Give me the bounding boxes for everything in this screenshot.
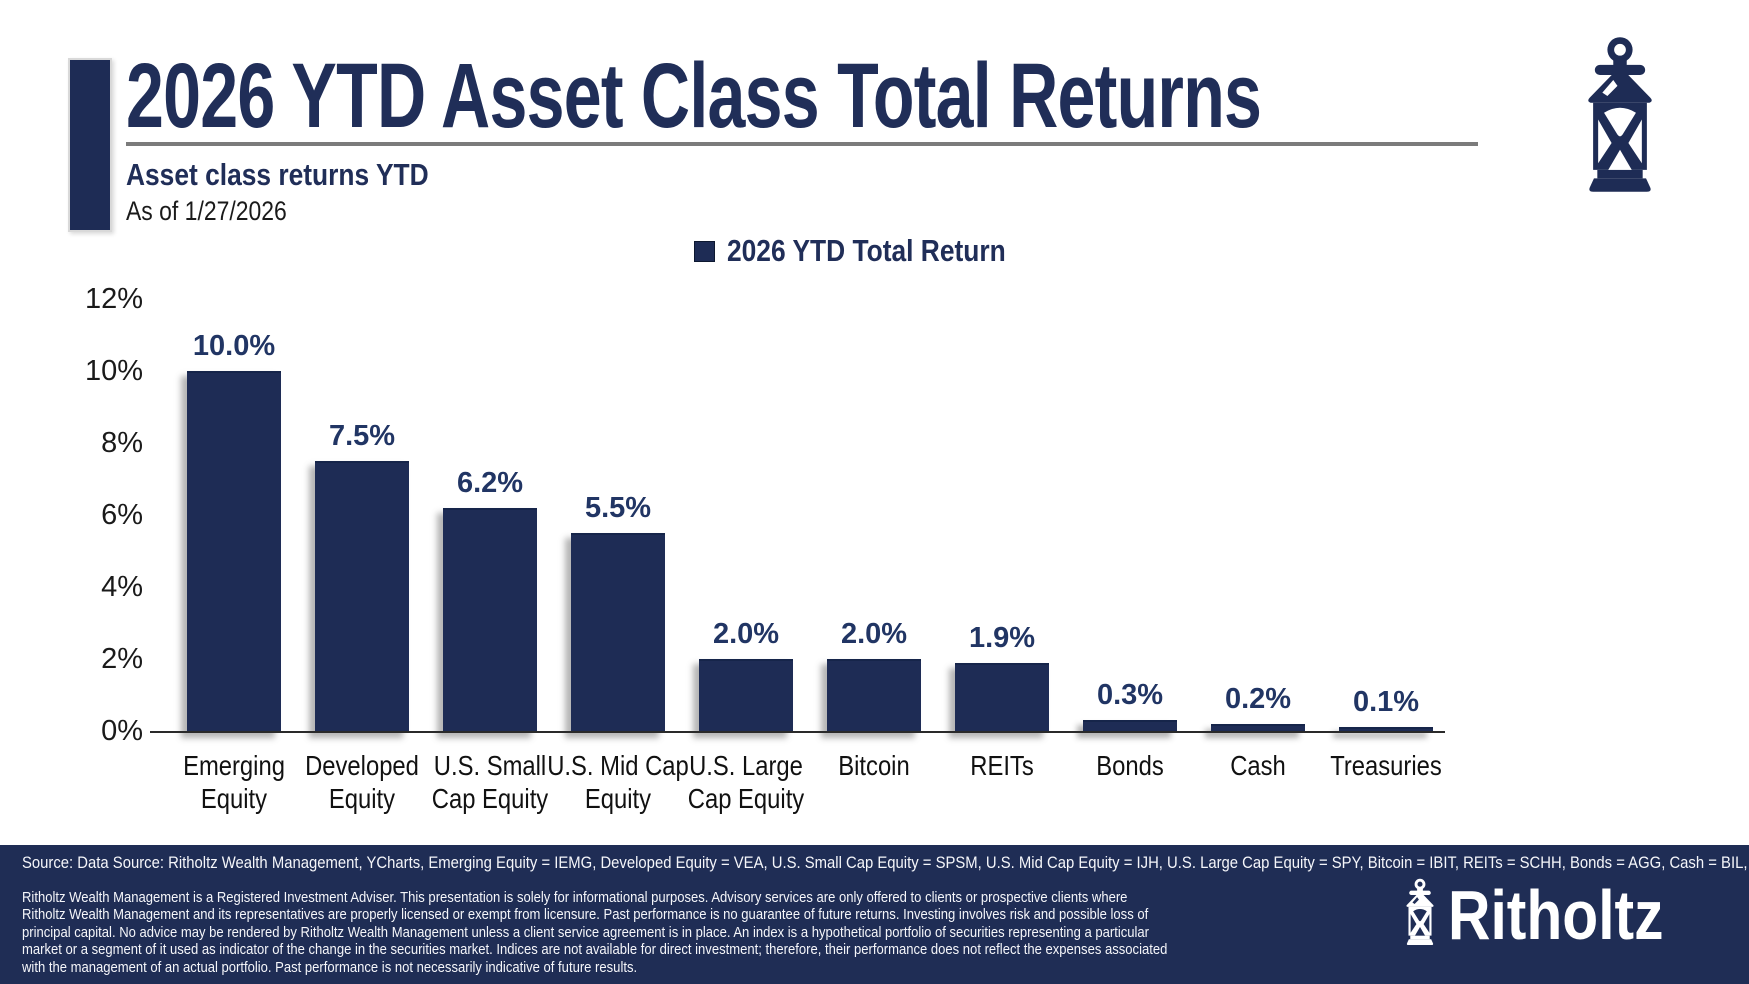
bar-value-label: 10.0%: [192, 330, 276, 362]
x-axis-line: [150, 731, 1445, 733]
bar-column: 1.9% REITs: [938, 301, 1066, 781]
bar: [443, 508, 537, 733]
bar-column: 10.0% Emerging Equity: [170, 301, 298, 814]
x-axis-label: Bonds: [1096, 750, 1164, 781]
bar-column: 2.0% Bitcoin: [810, 301, 938, 781]
footer: Source: Data Source: Ritholtz Wealth Man…: [0, 845, 1749, 984]
y-axis-tick-label: 8%: [101, 427, 143, 459]
x-axis-label: REITs: [970, 750, 1034, 781]
bar: [955, 663, 1049, 733]
bar-value-label: 7.5%: [328, 420, 396, 452]
bar-value-label: 2.0%: [840, 618, 908, 650]
bar-value-label: 5.5%: [584, 492, 652, 524]
bar-column: 5.5% U.S. Mid Cap Equity: [547, 301, 689, 814]
x-axis-label: Cash: [1230, 750, 1286, 781]
x-axis-label: Emerging Equity: [183, 750, 285, 815]
bar: [699, 659, 793, 733]
y-axis-tick-label: 10%: [84, 355, 143, 387]
x-axis-label: Developed Equity: [305, 750, 419, 815]
bar-column: 0.3% Bonds: [1066, 301, 1194, 781]
disclaimer-text: Ritholtz Wealth Management is a Register…: [22, 889, 1168, 976]
chart-legend: 2026 YTD Total Return: [694, 233, 1055, 269]
title-underline: [126, 142, 1478, 146]
bar-value-label: 2.0%: [712, 618, 780, 650]
bar: [1211, 724, 1305, 733]
bar-column: 2.0% U.S. Large Cap Equity: [682, 301, 810, 814]
page-title: 2026 YTD Asset Class Total Returns: [126, 45, 1262, 147]
lantern-icon: [1402, 878, 1438, 948]
bar-value-label: 0.1%: [1352, 686, 1420, 718]
title-accent-bar: [68, 58, 112, 232]
bar-column: 0.1% Treasuries: [1322, 301, 1450, 781]
bar-column: 0.2% Cash: [1194, 301, 1322, 781]
bar-value-label: 0.3%: [1096, 679, 1164, 711]
x-axis-label: U.S. Mid Cap Equity: [547, 750, 689, 815]
bar-chart-plot-area: 10.0% Emerging Equity 7.5% Developed Equity…: [170, 301, 1450, 814]
bar-value-label: 0.2%: [1224, 683, 1292, 715]
bar: [1083, 720, 1177, 733]
y-axis: 12% 10% 8% 6% 4% 2% 0%: [0, 283, 143, 747]
bar: [315, 461, 409, 733]
x-axis-label: U.S. Small Cap Equity: [431, 750, 549, 815]
bar: [571, 533, 665, 733]
y-axis-tick-label: 12%: [84, 283, 143, 315]
legend-label: 2026 YTD Total Return: [727, 233, 1006, 268]
lantern-icon: [1578, 24, 1662, 210]
brand-name: Ritholtz: [1448, 876, 1664, 954]
source-note: Source: Data Source: Ritholtz Wealth Man…: [22, 854, 1749, 872]
brand-logo: Ritholtz: [1402, 878, 1705, 950]
bar-column: 7.5% Developed Equity: [298, 301, 426, 814]
bar: [1339, 727, 1433, 733]
y-axis-tick-label: 4%: [101, 571, 143, 603]
bar-value-label: 1.9%: [968, 622, 1036, 654]
legend-marker-icon: [694, 240, 715, 262]
bar: [827, 659, 921, 733]
x-axis-label: U.S. Large Cap Equity: [687, 750, 805, 815]
x-axis-label: Treasuries: [1330, 750, 1442, 781]
bar: [187, 371, 281, 733]
chart-subtitle: Asset class returns YTD: [126, 157, 429, 192]
y-axis-tick-label: 0%: [101, 715, 143, 747]
as-of-date: As of 1/27/2026: [126, 196, 287, 226]
bar-value-label: 6.2%: [456, 467, 524, 499]
y-axis-tick-label: 2%: [101, 643, 143, 675]
x-axis-label: Bitcoin: [838, 750, 910, 781]
bar-column: 6.2% U.S. Small Cap Equity: [426, 301, 554, 814]
y-axis-tick-label: 6%: [101, 499, 143, 531]
